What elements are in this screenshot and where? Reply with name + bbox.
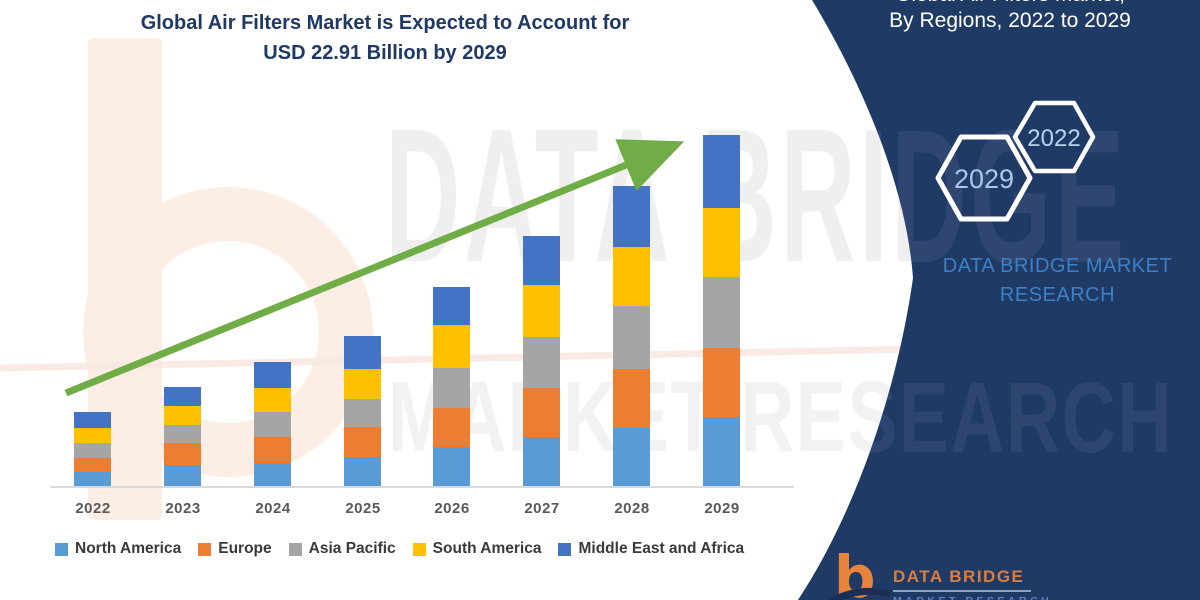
sidebar-brand-text: DATA BRIDGE MARKET RESEARCH xyxy=(930,252,1185,310)
x-axis-label-2028: 2028 xyxy=(614,500,650,517)
legend-item-north-america: North America xyxy=(55,540,181,558)
chart-title-line2: USD 22.91 Billion by 2029 xyxy=(263,42,507,64)
footer-logo-text: DATA BRIDGE MARKET RESEARCH xyxy=(893,567,1052,600)
bar-segment-north-america-2027 xyxy=(523,437,560,486)
hexagon-2022 xyxy=(1012,100,1096,174)
x-axis-line xyxy=(50,486,794,488)
footer-logo-name: DATA BRIDGE xyxy=(893,567,1025,586)
legend-swatch-icon xyxy=(558,542,572,556)
legend-item-south-america: South America xyxy=(412,540,542,558)
legend-swatch-icon xyxy=(288,542,302,556)
legend-label: Middle East and Africa xyxy=(578,540,745,557)
chart-title-line1: Global Air Filters Market is Expected to… xyxy=(140,12,630,34)
bar-segment-north-america-2026 xyxy=(433,447,470,486)
sidebar-heading-cutoff: Global Air Filters Market, xyxy=(860,0,1160,7)
legend-swatch-icon xyxy=(198,542,212,556)
bar-segment-middle-east-and-africa-2029 xyxy=(703,135,740,208)
legend-label: Asia Pacific xyxy=(308,540,396,557)
hexagon-2029-label: 2029 xyxy=(954,164,1014,194)
legend-item-middle-east-and-africa: Middle East and Africa xyxy=(558,540,744,558)
legend-label: South America xyxy=(432,540,542,557)
hexagon-2022-label: 2022 xyxy=(1027,125,1080,152)
bar-segment-south-america-2029 xyxy=(703,208,740,277)
legend-item-asia-pacific: Asia Pacific xyxy=(288,540,396,558)
chart-title: Global Air Filters Market is Expected to… xyxy=(40,8,730,68)
x-axis-label-2027: 2027 xyxy=(524,500,560,517)
bar-segment-north-america-2028 xyxy=(613,428,650,486)
legend-label: North America xyxy=(75,540,182,557)
legend-swatch-icon xyxy=(412,542,426,556)
legend: North America Europe Asia Pacific South Ame… xyxy=(55,540,744,558)
x-axis-label-2023: 2023 xyxy=(165,500,201,517)
sidebar-heading: By Regions, 2022 to 2029 xyxy=(889,9,1131,32)
sidebar-background xyxy=(798,0,1200,600)
x-axis-label-2026: 2026 xyxy=(434,500,470,517)
footer-logo-rule xyxy=(893,590,1031,592)
legend-item-europe: Europe xyxy=(198,540,272,558)
legend-label: Europe xyxy=(218,540,272,557)
footer-logo-tagline: MARKET RESEARCH xyxy=(893,595,1052,600)
sidebar-watermark-row2: MARKET RESEARCH xyxy=(388,361,1173,473)
legend-swatch-icon xyxy=(55,542,68,556)
x-axis-label-2024: 2024 xyxy=(255,500,291,517)
footer-logo-mark: b xyxy=(828,550,891,600)
bar-segment-north-america-2029 xyxy=(703,417,740,486)
bar-segment-europe-2026 xyxy=(433,408,470,447)
x-axis-label-2025: 2025 xyxy=(345,500,381,517)
sidebar-brand-line1: DATA BRIDGE MARKET xyxy=(942,255,1173,277)
hexagon-2029 xyxy=(935,134,1033,222)
sidebar-brand-line2: RESEARCH xyxy=(999,284,1116,306)
bar-segment-asia-pacific-2029 xyxy=(703,277,740,348)
x-axis-label-2029: 2029 xyxy=(704,500,740,517)
